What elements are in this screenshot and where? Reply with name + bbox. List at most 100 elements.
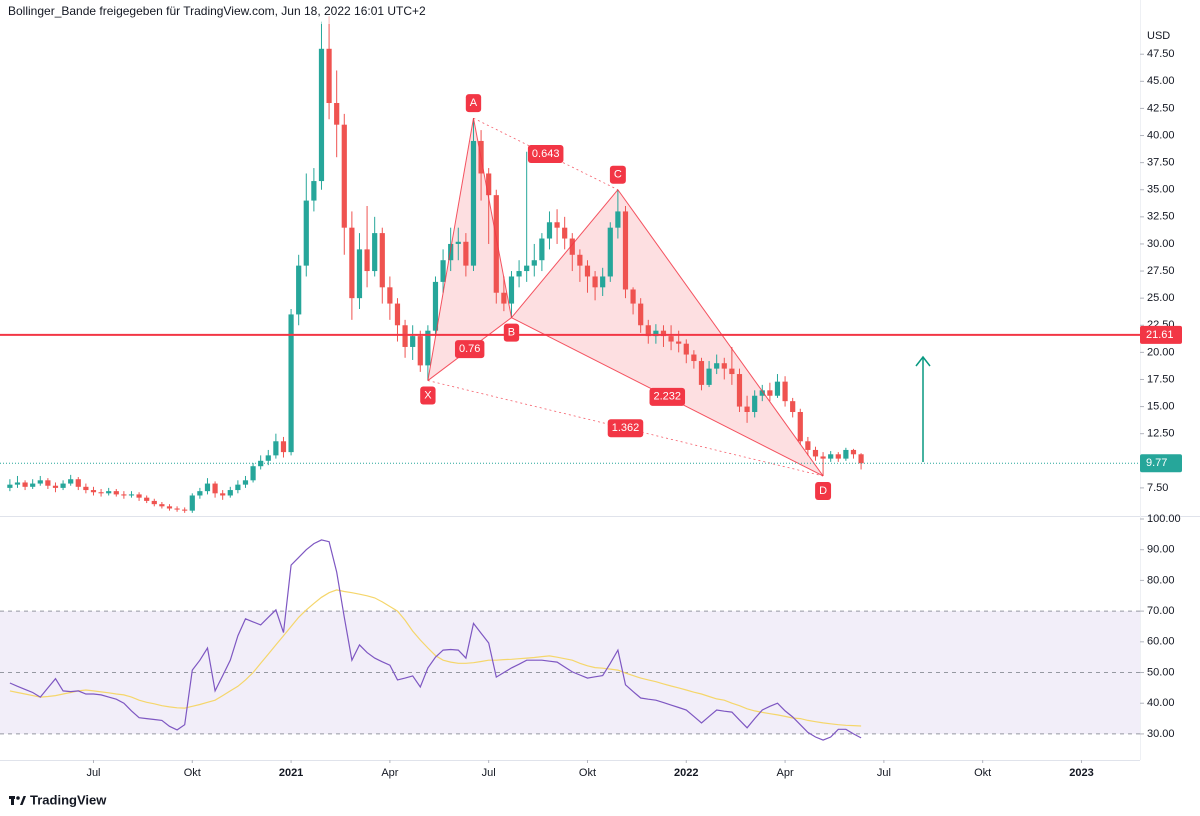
candle-body [577,254,583,266]
candle-body [220,493,226,496]
y-tick-label: 25.00 [1147,292,1175,304]
candle-body [311,181,317,201]
candle-body [698,361,705,385]
candle-body [744,406,750,412]
candle-body [812,449,819,457]
rsi-line [9,589,862,727]
candle-body [182,509,188,511]
pattern-ratio-label: 0.643 [532,148,560,160]
candle-body [676,341,682,344]
candle-body [516,271,522,277]
candle-body [128,494,135,496]
y-tick-label: 90.00 [1147,544,1175,556]
candle-body [470,140,477,266]
candle-body [144,497,150,501]
candle-body [524,265,530,272]
candle-body [554,222,560,228]
x-tick-label: Okt [184,767,201,779]
candle-body [387,287,393,304]
title-backdrop [0,0,700,24]
candle-body [539,238,545,261]
candle-body [30,483,36,487]
candle-body [622,211,629,290]
x-tick-label: Okt [974,767,991,779]
candle-body [493,195,499,293]
pattern-ratio-label: 2.232 [654,391,682,403]
candle-body [356,249,363,299]
candle-body [706,368,712,385]
candle-body [250,466,256,481]
y-tick-label: 60.00 [1147,636,1175,648]
plot-layer: 7.5012.5015.0017.5020.0022.5025.0027.503… [0,16,1182,779]
y-tick-label: 15.00 [1147,400,1175,412]
candle-body [174,508,180,510]
candle-body [106,491,112,494]
y-tick-label: 12.50 [1147,428,1175,440]
candle-body [60,483,66,488]
y-tick-label: 17.50 [1147,373,1175,385]
candle-body [45,480,51,486]
last-box [1140,454,1182,473]
candle-body [402,325,408,347]
arrow-head [915,355,931,367]
rsi-line [9,539,862,741]
x-tick-label: Jul [482,767,496,779]
candle-body [242,480,249,485]
candle-body [683,343,689,355]
candle-body [197,491,203,496]
chart-title: Bollinger_Bande freigegeben für TradingV… [8,4,426,18]
candle-body [600,276,606,288]
candle-body [501,292,507,304]
candle-body [820,456,826,459]
y-tick-label: 45.00 [1147,75,1175,87]
pattern-ratio-box [607,419,644,438]
candle-body [607,227,613,277]
pattern-leg [617,189,824,477]
currency-label: USD [1147,30,1170,42]
candle-body [736,374,743,407]
candle-body [265,455,271,461]
y-tick-label: 100.00 [1147,513,1181,525]
candle-body [638,303,644,326]
pattern-point-box [609,165,626,184]
candle-body [394,303,401,326]
y-tick-label: 30.00 [1147,238,1175,250]
candle-body [767,390,773,396]
candle-body [189,495,195,511]
candle-body [227,490,233,496]
candle-body [508,276,515,304]
pattern-ratio-label: 0.76 [459,343,480,355]
candle-body [288,314,294,453]
candle-body [721,363,727,369]
pattern-leg [511,189,619,318]
candle-body [782,381,788,402]
pattern-point-box [465,94,482,113]
candle-body [645,325,651,337]
candle-body [691,354,697,362]
candle-body [774,381,781,396]
candle-body [83,486,89,491]
y-tick-label: 20.00 [1147,346,1175,358]
candle-body [235,484,241,491]
candle-body [113,491,119,495]
brand-logo [9,796,26,805]
y-tick-label: 42.50 [1147,102,1175,114]
candle-body [204,483,211,492]
candle-body [729,368,735,375]
x-tick-label: Apr [777,767,794,779]
candle-body [273,441,279,456]
candle-body [660,330,667,337]
candle-body [7,484,13,488]
candle-body [334,103,340,125]
candle-body [121,494,127,496]
pattern-point-box [503,323,520,342]
pattern-point-label: D [819,485,827,497]
x-tick-label: Jul [86,767,100,779]
candle-body [805,441,811,450]
candle-body [98,492,104,494]
pattern-point-label: A [470,97,478,109]
candle-body [417,336,423,366]
candle-body [258,460,264,467]
candle-body [668,336,674,342]
candle-body [326,48,332,103]
